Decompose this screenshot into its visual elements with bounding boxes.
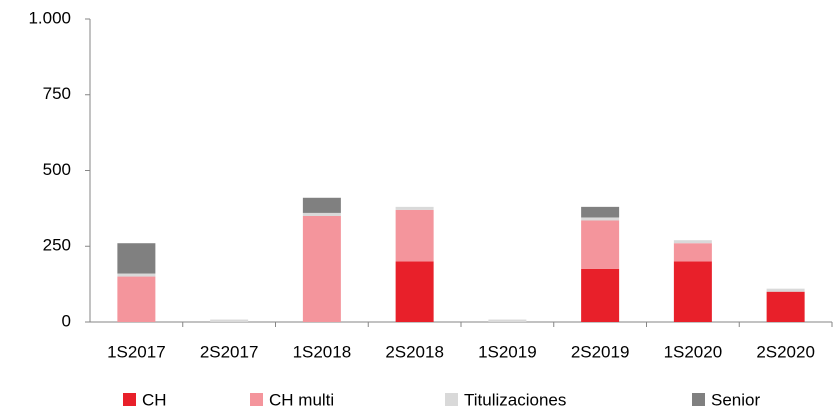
x-tick-label: 2S2020: [756, 342, 815, 361]
legend-swatch: [123, 393, 136, 406]
bar-segment: [117, 276, 156, 322]
y-tick-label: 1.000: [28, 8, 71, 27]
y-tick-label: 500: [43, 160, 71, 179]
legend-swatch: [250, 393, 263, 406]
bar-segment: [766, 291, 805, 322]
x-tick-label: 1S2020: [664, 342, 723, 361]
bar-segment: [673, 240, 712, 244]
bar-segment: [395, 209, 434, 262]
bar-segment: [210, 319, 249, 322]
x-tick-label: 2S2019: [571, 342, 630, 361]
legend-label: CH: [142, 390, 167, 409]
bar-segment: [766, 288, 805, 292]
legend-swatch: [445, 393, 458, 406]
bar-segment: [581, 206, 620, 218]
bar-segment: [117, 273, 156, 277]
bar-segment: [581, 220, 620, 269]
bar-segment: [581, 217, 620, 221]
x-tick-label: 2S2017: [200, 342, 259, 361]
bar-segment: [117, 243, 156, 274]
bar-segment: [581, 268, 620, 322]
x-tick-label: 1S2019: [478, 342, 537, 361]
bar-segment: [302, 212, 341, 216]
x-tick-label: 1S2017: [107, 342, 166, 361]
legend-swatch: [692, 393, 705, 406]
x-tick-label: 2S2018: [385, 342, 444, 361]
y-tick-label: 0: [62, 311, 71, 330]
bar-segment: [302, 197, 341, 213]
bar-segment: [673, 261, 712, 322]
legend-label: Senior: [711, 390, 760, 409]
bar-segment: [395, 206, 434, 210]
y-tick-label: 750: [43, 84, 71, 103]
y-tick-label: 250: [43, 236, 71, 255]
bar-segment: [302, 215, 341, 322]
bar-segment: [488, 319, 527, 322]
bar-segment: [673, 243, 712, 262]
legend-label: CH multi: [269, 390, 334, 409]
x-tick-label: 1S2018: [293, 342, 352, 361]
bar-segment: [395, 261, 434, 322]
legend-label: Titulizaciones: [464, 390, 566, 409]
